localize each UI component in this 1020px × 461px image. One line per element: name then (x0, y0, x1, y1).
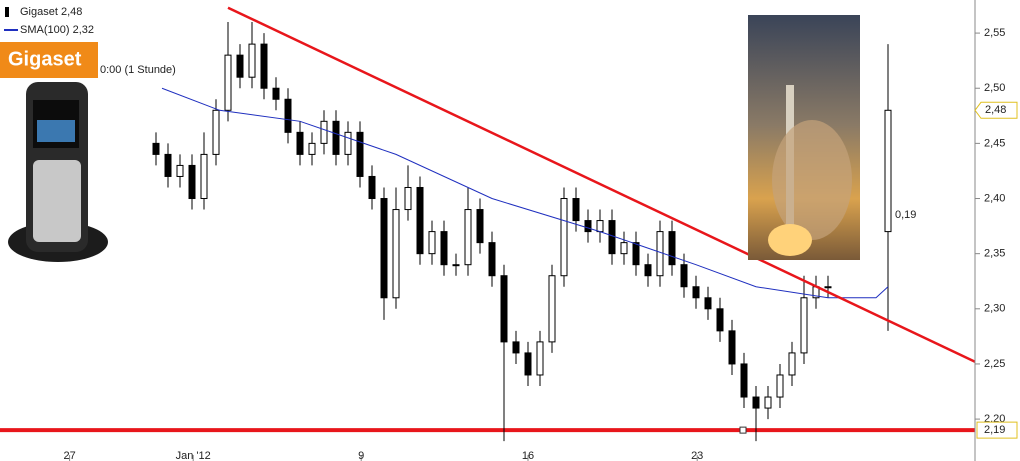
y-tick-label: 2,35 (984, 248, 1005, 260)
candle-body (776, 374, 784, 398)
legend-swatch (5, 7, 9, 17)
candle-body (560, 198, 568, 277)
support-marker (739, 426, 747, 434)
y-tick-label: 2,45 (984, 137, 1005, 149)
candle-body (536, 341, 544, 376)
candle-body (344, 131, 352, 155)
candle-body (548, 275, 556, 343)
candle-body (296, 131, 304, 155)
candle-body (656, 231, 664, 277)
candle-body (272, 87, 280, 100)
candle-body (740, 363, 748, 398)
candle-body (500, 275, 508, 343)
x-tick-label: 9 (358, 450, 364, 461)
candle-body (680, 264, 688, 288)
x-tick-label: 16 (522, 450, 534, 461)
candle-body (320, 120, 328, 144)
candle-body (644, 264, 652, 277)
candle-body (176, 164, 184, 177)
y-tick-label: 2,30 (984, 303, 1005, 315)
last-price-tag (974, 101, 1018, 119)
x-tick-label: Jan '12 (176, 450, 211, 461)
support-tag (976, 421, 1018, 439)
candle-body (440, 231, 448, 266)
candle-body (512, 341, 520, 354)
candle-body (884, 109, 892, 233)
candle-body (704, 297, 712, 310)
candle-body (200, 153, 208, 200)
y-tick-label: 2,25 (984, 358, 1005, 370)
candle-body (692, 286, 700, 299)
gap-annotation: 0,19 (895, 209, 916, 221)
candle-body (488, 242, 496, 277)
candle-body (224, 54, 232, 111)
candle-body (368, 175, 376, 200)
candle-body (824, 286, 832, 289)
candle-body (464, 209, 472, 266)
candle-body (152, 142, 160, 155)
y-tick-label: 2,50 (984, 82, 1005, 94)
candle-body (764, 396, 772, 409)
support-label: 2,19 (984, 424, 1005, 436)
candle-body (476, 209, 484, 244)
candle-body (668, 231, 676, 266)
candle-body (404, 186, 412, 211)
logo-text: Gigaset (8, 48, 82, 70)
candle-body (392, 209, 400, 299)
candle-body (788, 352, 796, 376)
candle-body (356, 131, 364, 177)
last-price-label: 2,48 (985, 104, 1006, 116)
candle-body (620, 242, 628, 255)
sma-line (161, 87, 889, 299)
candle-body (428, 231, 436, 255)
x-tick-label: 27 (63, 450, 75, 461)
candle-body (596, 220, 604, 233)
rocket-photo (748, 15, 860, 260)
candle-body (284, 98, 292, 133)
candle-body (308, 142, 316, 155)
candle-body (716, 308, 724, 332)
trendline (227, 6, 976, 363)
candle-body (452, 264, 460, 267)
candle-body (632, 242, 640, 266)
y-tick-label: 2,40 (984, 192, 1005, 204)
candle-body (188, 164, 196, 200)
y-tick-label: 2,55 (984, 27, 1005, 39)
candle-body (416, 186, 424, 255)
plot (0, 6, 976, 442)
phone-image (8, 82, 108, 262)
x-tick-label: 23 (691, 450, 703, 461)
candle-body (380, 198, 388, 299)
candle-body (524, 352, 532, 376)
candle-body (752, 396, 760, 409)
candle-body (212, 109, 220, 155)
candle-body (236, 54, 244, 78)
candle-body (332, 120, 340, 155)
candle-body (608, 220, 616, 255)
candle-body (584, 220, 592, 233)
logo-box (0, 42, 98, 78)
candle-body (728, 330, 736, 365)
candle-body (248, 43, 256, 78)
legend-label: SMA(100) 2,32 (20, 24, 94, 36)
interval-label: 0:00 (1 Stunde) (100, 64, 176, 76)
candle-body (164, 153, 172, 177)
candle-body (260, 43, 268, 89)
candle-body (572, 198, 580, 222)
candle-body (800, 297, 808, 354)
legend-label: Gigaset 2,48 (20, 6, 82, 18)
